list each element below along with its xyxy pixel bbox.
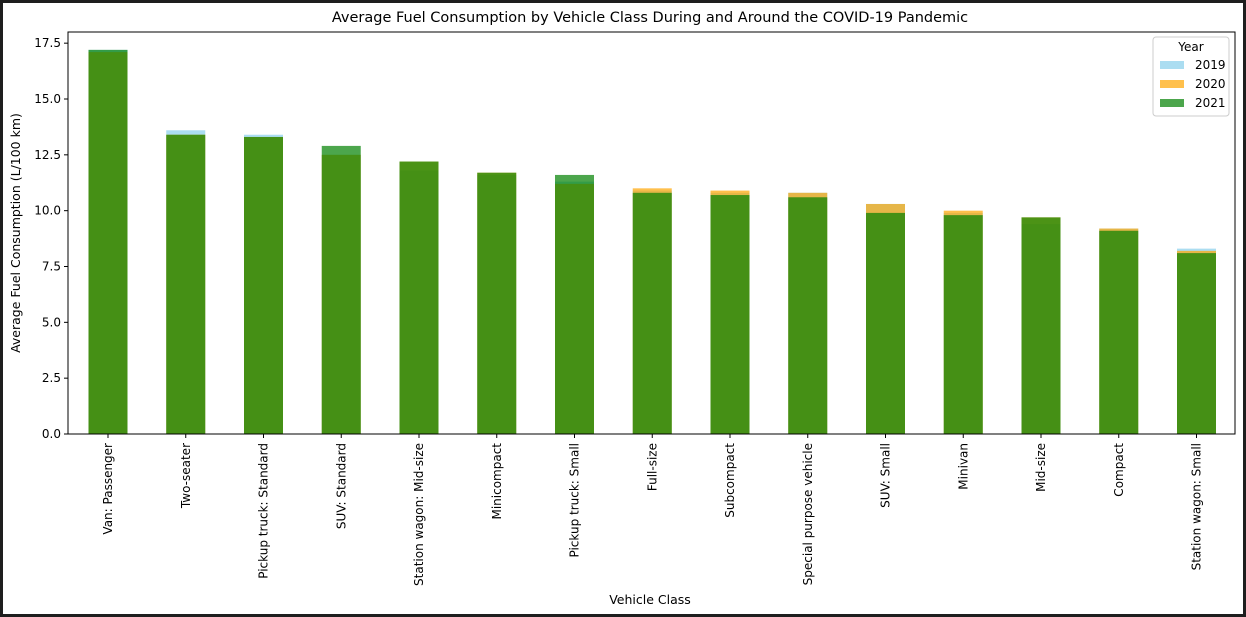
bar-2021 — [399, 161, 439, 435]
legend-swatch-2021 — [1160, 99, 1184, 107]
x-tick-label: Compact — [1112, 443, 1126, 497]
y-tick-label: 0.0 — [42, 427, 61, 441]
bar-2021 — [710, 195, 750, 434]
x-tick-label: Station wagon: Mid-size — [412, 443, 426, 586]
bars-group — [88, 49, 1216, 435]
bar-2021 — [477, 172, 517, 434]
bar-2021 — [788, 197, 828, 434]
x-tick-label: Minicompact — [490, 443, 504, 520]
y-tick-label: 15.0 — [34, 92, 61, 106]
y-tick-label: 17.5 — [34, 36, 61, 50]
bar-2021 — [943, 215, 983, 434]
legend-box — [1152, 36, 1230, 117]
y-tick-label: 7.5 — [42, 260, 61, 274]
chart-title: Average Fuel Consumption by Vehicle Clas… — [332, 10, 968, 26]
bar-2021 — [555, 174, 594, 434]
x-tick-label: Minivan — [956, 443, 970, 490]
x-tick-label: Pickup truck: Small — [568, 443, 582, 558]
y-tick-label: 12.5 — [34, 148, 61, 162]
legend-label-2020: 2020 — [1195, 77, 1226, 91]
legend-items: 2019 2020 2021 — [1160, 58, 1226, 110]
y-axis-label: Average Fuel Consumption (L/100 km) — [8, 113, 23, 353]
bar-2021 — [866, 212, 905, 434]
x-tick-label: Special purpose vehicle — [801, 443, 815, 585]
legend: Year 2019 2020 2021 — [1152, 36, 1230, 117]
legend-swatch-2019 — [1160, 61, 1184, 69]
bar-2021 — [88, 49, 128, 434]
x-tick-label: Van: Passenger — [101, 443, 115, 535]
legend-label-2019: 2019 — [1195, 58, 1226, 72]
legend-title: Year — [1177, 40, 1203, 54]
legend-swatch-2020 — [1160, 80, 1184, 88]
y-axis: 0.0 2.5 5.0 7.5 10.0 12.5 15.0 17.5 — [34, 36, 68, 441]
legend-label-2021: 2021 — [1195, 96, 1226, 110]
bar-chart: Average Fuel Consumption by Vehicle Clas… — [8, 10, 1236, 607]
x-tick-label: Two-seater — [179, 443, 193, 509]
bar-2021 — [632, 192, 672, 434]
x-tick-label: Mid-size — [1034, 443, 1048, 492]
y-tick-label: 10.0 — [34, 204, 61, 218]
x-tick-label: Full-size — [645, 443, 659, 491]
x-axis: Van: Passenger Two-seater Pickup truck: St… — [101, 434, 1204, 586]
y-tick-label: 2.5 — [42, 371, 61, 385]
bar-2021 — [321, 145, 361, 434]
x-axis-label: Vehicle Class — [609, 592, 691, 607]
x-tick-label: Pickup truck: Standard — [257, 443, 271, 579]
bar-2021 — [244, 136, 283, 434]
x-tick-label: SUV: Small — [879, 443, 893, 508]
x-tick-label: Station wagon: Small — [1190, 443, 1204, 570]
y-tick-label: 5.0 — [42, 315, 61, 329]
plot-area-frame — [67, 31, 1236, 435]
bar-2021 — [166, 134, 206, 434]
bar-2021 — [1099, 230, 1139, 434]
chart-figure: Average Fuel Consumption by Vehicle Clas… — [3, 3, 1243, 614]
x-tick-label: Subcompact — [723, 443, 737, 518]
bar-2021 — [1021, 217, 1061, 434]
bar-2021 — [1177, 253, 1216, 434]
x-tick-label: SUV: Standard — [334, 443, 348, 529]
